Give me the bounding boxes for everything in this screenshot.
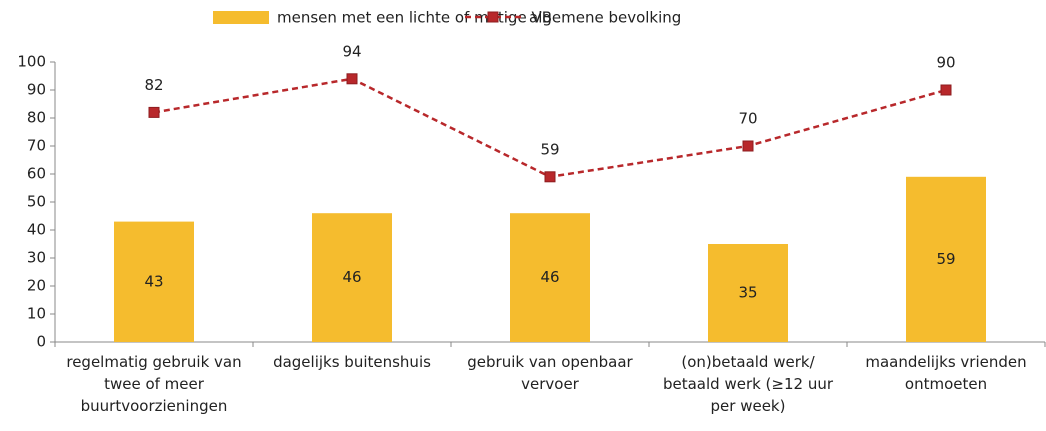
line <box>153 77 947 179</box>
x-tick-label-line: regelmatig gebruik van <box>66 353 241 371</box>
y-tick-label: 70 <box>27 137 46 155</box>
y-tick-label: 10 <box>27 305 46 323</box>
line-value-label: 94 <box>342 42 361 60</box>
x-tick-label-line: ontmoeten <box>905 375 987 393</box>
y-tick-label: 50 <box>27 193 46 211</box>
x-tick-label-line: betaald werk (≥12 uur <box>663 375 834 393</box>
x-tick-label-line: vervoer <box>521 375 580 393</box>
x-tick-label-line: gebruik van openbaar <box>467 353 633 371</box>
y-tick-label: 100 <box>17 53 46 71</box>
x-tick-label-line: twee of meer <box>104 375 205 393</box>
bar <box>114 221 194 342</box>
x-tick-label: (on)betaald werk/betaald werk (≥12 uur pe… <box>663 353 834 415</box>
line-marker <box>940 84 952 96</box>
y-tick-label: 40 <box>27 221 46 239</box>
bar <box>312 213 392 342</box>
y-tick-label: 20 <box>27 277 46 295</box>
legend-label: mensen met een lichte of matige VB <box>277 9 552 27</box>
x-tick-label: dagelijks buitenshuis <box>273 353 431 371</box>
line-marker <box>742 140 754 152</box>
legend-label: algemene bevolking <box>529 9 681 27</box>
y-tick-label: 80 <box>27 109 46 127</box>
x-tick-label-line: buurtvoorzieningen <box>81 397 228 415</box>
x-tick-label-line: dagelijks buitenshuis <box>273 353 431 371</box>
y-tick-label: 90 <box>27 81 46 99</box>
bar <box>906 176 986 342</box>
line-value-label: 82 <box>144 76 163 94</box>
y-tick-label: 30 <box>27 249 46 267</box>
line-value-label: 59 <box>540 140 559 158</box>
x-tick-label-line: maandelijks vrienden <box>865 353 1026 371</box>
bar <box>708 244 788 342</box>
line-marker <box>148 106 160 118</box>
bar-value-label: 46 <box>342 268 361 286</box>
bar-value-label: 43 <box>144 272 163 290</box>
bar-value-label: 35 <box>738 284 757 302</box>
y-tick-label: 60 <box>27 165 46 183</box>
legend-marker <box>487 11 499 23</box>
x-tick-label-line: (on)betaald werk/ <box>681 353 815 371</box>
y-tick-label: 0 <box>36 333 46 351</box>
line-marker <box>544 171 556 183</box>
bar-value-label: 59 <box>936 250 955 268</box>
x-tick-label: maandelijks vrienden ontmoeten <box>865 353 1026 393</box>
x-tick-label: regelmatig gebruik van twee of meer buurtv… <box>66 353 241 415</box>
line-value-label: 70 <box>738 110 757 128</box>
bar-value-label: 46 <box>540 268 559 286</box>
x-tick-label: gebruik van openbaar vervoer <box>467 353 633 393</box>
line-marker <box>346 73 358 85</box>
x-tick-label-line: per week) <box>711 397 786 415</box>
bar <box>510 213 590 342</box>
legend-swatch <box>213 11 269 24</box>
line-value-label: 90 <box>936 54 955 72</box>
